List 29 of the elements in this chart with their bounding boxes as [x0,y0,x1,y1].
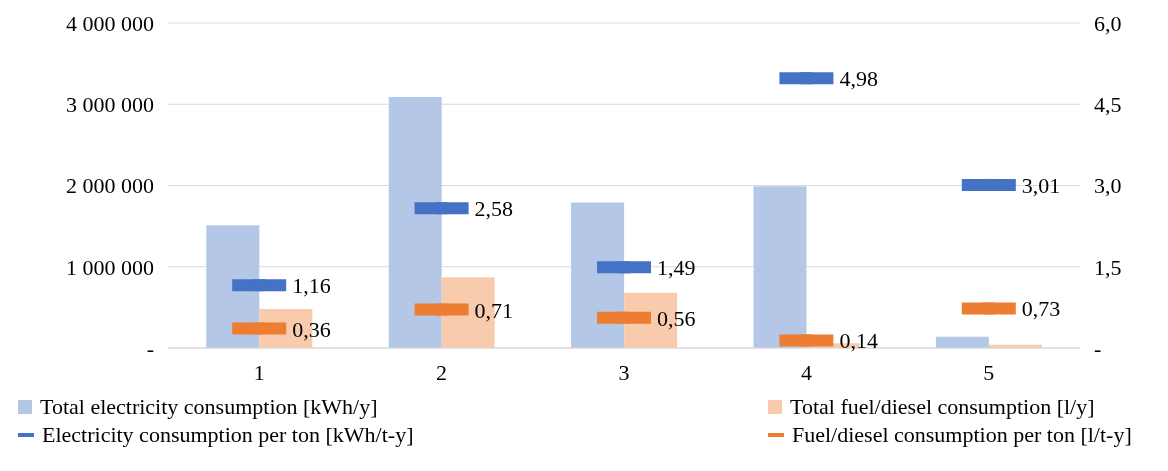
y-tick-label: 1 000 000 [66,254,154,280]
x-tick-label: 5 [983,359,995,385]
data-label: 1,16 [292,273,331,299]
legend-label: Total electricity consumption [kWh/y] [40,393,378,421]
x-tick-label: 4 [800,359,812,385]
legend-label: Electricity consumption per ton [kWh/t-y] [42,421,414,449]
y-tick-label: 4 000 000 [66,10,154,36]
data-label: 0,71 [474,297,514,323]
data-label: 3,01 [1021,172,1061,198]
data-label: 0,14 [839,328,878,354]
data-label: 0,36 [292,316,331,342]
x-tick-label: 3 [618,359,630,385]
x-tick-label: 2 [436,359,448,385]
y2-tick-label: 3,0 [1094,173,1122,199]
x-tick-label: 1 [253,359,265,385]
data-label: 1,49 [657,255,696,281]
y-tick-label: 2 000 000 [66,173,154,199]
legend-label: Total fuel/diesel consumption [l/y] [790,393,1095,421]
y2-tick-label: - [1094,335,1102,361]
data-label: 0,56 [657,305,696,331]
y2-tick-label: 1,5 [1094,254,1122,280]
data-label: 2,58 [474,196,514,222]
y2-tick-label: 6,0 [1094,10,1122,36]
y2-tick-label: 4,5 [1094,92,1122,118]
legend-label: Fuel/diesel consumption per ton [l/t-y] [792,421,1132,449]
y-tick-label: 3 000 000 [66,92,154,118]
data-label: 0,73 [1021,296,1061,322]
y-tick-label: - [146,335,154,361]
data-label: 4,98 [839,66,878,92]
